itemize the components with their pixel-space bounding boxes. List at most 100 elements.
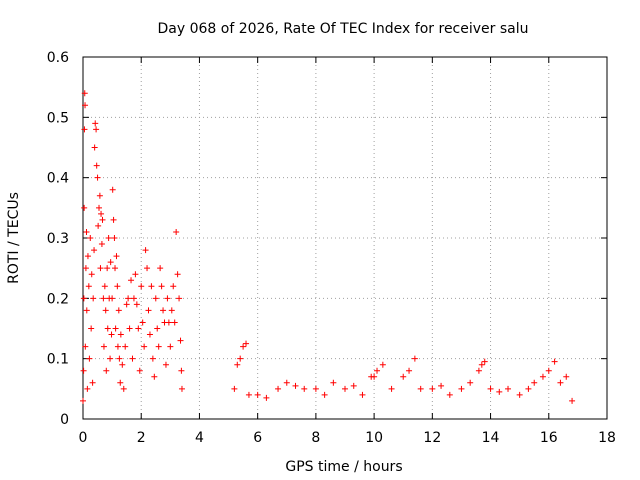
data-point	[155, 343, 162, 350]
data-point	[109, 186, 116, 193]
data-point	[231, 385, 238, 392]
data-point	[446, 391, 453, 398]
data-point	[165, 319, 172, 326]
data-point	[551, 358, 558, 365]
x-tick-label: 18	[598, 430, 616, 446]
data-point	[101, 283, 108, 290]
data-point	[178, 367, 185, 374]
data-point	[539, 373, 546, 380]
data-point	[82, 265, 89, 272]
data-point	[173, 228, 180, 235]
data-points	[80, 90, 576, 404]
data-point	[87, 235, 94, 241]
data-point	[80, 367, 87, 374]
data-point	[240, 343, 247, 350]
data-point	[95, 222, 102, 229]
x-tick-label: 10	[365, 430, 383, 446]
data-point	[86, 355, 93, 362]
y-tick-label: 0.1	[47, 352, 69, 368]
grid	[83, 57, 607, 419]
data-point	[342, 385, 348, 392]
data-point	[82, 343, 89, 350]
data-point	[374, 367, 381, 374]
data-point	[128, 277, 135, 284]
data-point	[321, 391, 328, 398]
data-point	[98, 210, 105, 217]
data-point	[112, 265, 119, 272]
data-point	[458, 385, 465, 392]
data-point	[563, 373, 570, 380]
data-point	[136, 367, 143, 374]
data-point	[105, 235, 112, 241]
data-point	[178, 385, 185, 392]
x-tick-label: 14	[482, 430, 500, 446]
data-point	[133, 301, 140, 308]
data-point	[487, 385, 494, 392]
data-point	[96, 192, 103, 199]
data-point	[505, 385, 512, 392]
data-point	[158, 283, 165, 290]
data-point	[283, 379, 290, 386]
data-point	[145, 307, 152, 314]
data-point	[438, 382, 445, 389]
data-point	[174, 271, 181, 278]
data-point	[100, 295, 107, 302]
data-point	[109, 295, 116, 302]
data-point	[129, 355, 136, 362]
x-tick-label: 4	[195, 430, 204, 446]
data-point	[83, 307, 90, 314]
data-point	[359, 391, 366, 398]
data-point	[115, 307, 122, 314]
data-point	[81, 126, 88, 133]
data-point	[114, 343, 121, 350]
data-point	[275, 385, 282, 392]
data-point	[350, 382, 357, 389]
data-point	[107, 259, 114, 266]
data-point	[116, 355, 123, 362]
data-point	[406, 367, 413, 374]
data-point	[81, 204, 88, 211]
data-point	[98, 241, 105, 248]
data-point	[177, 337, 184, 344]
data-point	[119, 361, 126, 368]
data-point	[104, 265, 111, 272]
data-point	[126, 325, 133, 332]
data-point	[417, 385, 424, 392]
data-point	[99, 216, 106, 223]
data-point	[142, 247, 149, 254]
x-tick-label: 8	[311, 430, 320, 446]
data-point	[92, 120, 99, 127]
data-point	[234, 361, 241, 368]
data-point	[545, 367, 552, 374]
data-point	[139, 319, 146, 326]
data-point	[85, 283, 92, 290]
data-point	[88, 325, 95, 332]
data-point	[148, 283, 155, 290]
data-point	[496, 388, 503, 395]
data-point	[83, 228, 90, 235]
data-point	[97, 265, 104, 272]
data-point	[108, 331, 115, 338]
data-point	[525, 385, 532, 392]
data-point	[138, 283, 145, 290]
data-point	[292, 382, 299, 389]
data-point	[112, 325, 119, 332]
data-point	[301, 385, 308, 392]
data-point	[135, 325, 142, 332]
data-point	[80, 397, 86, 404]
data-point	[516, 391, 523, 398]
x-tick-label: 6	[253, 430, 262, 446]
data-point	[93, 162, 100, 169]
data-point	[151, 373, 158, 380]
data-point	[82, 102, 89, 109]
data-point	[237, 355, 244, 362]
data-point	[254, 391, 261, 398]
data-point	[263, 394, 270, 401]
data-point	[167, 343, 174, 350]
data-point	[111, 235, 118, 241]
data-point	[94, 174, 101, 181]
y-tick-label: 0.3	[47, 231, 69, 247]
data-point	[125, 295, 132, 302]
